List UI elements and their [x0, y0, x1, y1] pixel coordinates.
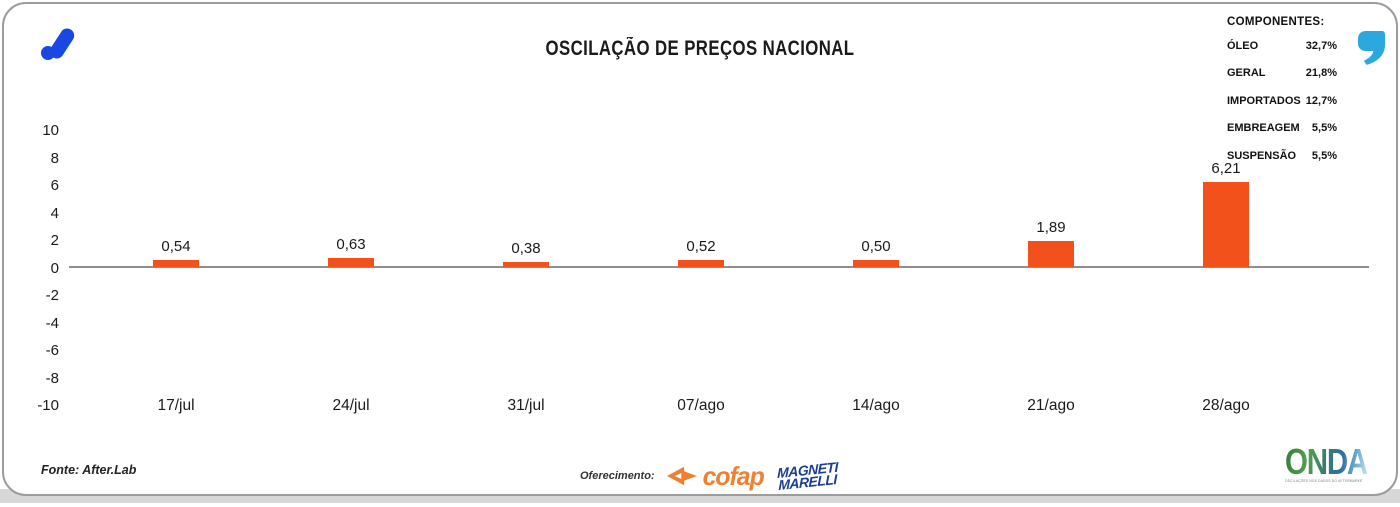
bar-value-label: 0,38	[511, 239, 541, 257]
x-axis-label: 28/ago	[1202, 397, 1250, 414]
bar-value-label: 0,54	[161, 237, 191, 255]
onda-wordmark: ONDA	[1285, 441, 1368, 482]
cofap-wordmark: cofap	[702, 460, 764, 491]
cofap-logo: cofap	[666, 460, 765, 492]
y-axis-tick: 6	[50, 177, 59, 194]
bar-value-label: 0,63	[336, 236, 366, 254]
sponsors-row: Oferecimento: cofap MAGNETI MARELLI	[580, 455, 838, 497]
quote-mark-icon	[1358, 31, 1385, 65]
y-axis-tick: 10	[42, 122, 59, 139]
y-axis-tick: -4	[45, 314, 59, 332]
bar	[853, 260, 899, 267]
legend-row: EMBREAGEM 5,5%	[1227, 122, 1337, 134]
legend-heading: COMPONENTES:	[1227, 16, 1325, 28]
after-lab-logo	[39, 24, 81, 68]
x-axis-zero-line	[69, 266, 1369, 268]
bar	[153, 259, 199, 267]
bar	[1028, 241, 1074, 267]
chart-title: OSCILAÇÃO DE PREÇOS NACIONAL	[545, 37, 855, 60]
sponsor-label: Oferecimento:	[580, 470, 655, 482]
y-axis-tick: -2	[45, 287, 59, 304]
legend-label: ÓLEO	[1227, 40, 1259, 52]
onda-logo: ONDA OSCILAÇÕES NOS DADOS DO AFTERMARKET…	[1285, 441, 1375, 484]
legend-label: GERAL	[1227, 67, 1266, 80]
legend-value: 21,8%	[1305, 67, 1337, 80]
y-axis-tick: -6	[45, 342, 59, 359]
y-axis-tick: -10	[37, 397, 59, 414]
components-legend: COMPONENTES: ÓLEO 32,7% GERAL 21,8% IMPORTAD…	[1227, 16, 1337, 171]
x-axis-label: 24/jul	[332, 397, 370, 414]
y-axis-tick: 8	[50, 149, 59, 167]
legend-label: IMPORTADOS	[1227, 94, 1301, 107]
bar-value-label: 1,89	[1036, 219, 1066, 236]
bar-chart: 10 8 6 4 2 0 -2 -4 -6 -8 -10 0,54 17/jul 0,63 24/jul 0,…	[4, 4, 1400, 507]
legend-value: 12,7%	[1305, 94, 1337, 107]
y-axis-tick: -8	[45, 369, 59, 387]
y-axis-tick: 0	[50, 259, 59, 277]
bar	[1203, 181, 1249, 267]
legend-label: EMBREAGEM	[1227, 122, 1300, 135]
bar	[503, 261, 549, 267]
chart-card: OSCILAÇÃO DE PREÇOS NACIONAL COMPONENTES…	[2, 2, 1398, 496]
legend-row: SUSPENSÃO 5,5%	[1227, 150, 1337, 162]
legend-row: IMPORTADOS 12,7%	[1227, 95, 1337, 107]
x-axis-label: 17/jul	[157, 397, 195, 414]
x-axis-label: 14/ago	[852, 397, 900, 414]
bar	[328, 258, 374, 267]
bar-value-label: 0,50	[861, 238, 891, 256]
cofap-chevron-icon	[666, 466, 697, 486]
legend-row: ÓLEO 32,7%	[1227, 40, 1337, 52]
bar-value-label: 0,52	[686, 237, 716, 255]
bar-value-label: 6,21	[1211, 159, 1241, 177]
bar	[678, 259, 724, 267]
y-axis-tick: 4	[50, 204, 59, 222]
x-axis-label: 21/ago	[1027, 397, 1075, 414]
legend-label: SUSPENSÃO	[1227, 149, 1297, 162]
onda-tagline: OSCILAÇÕES NOS DADOS DO AFTERMARKET DE P…	[1285, 479, 1363, 483]
legend-value: 5,5%	[1311, 122, 1337, 135]
magneti-marelli-logo: MAGNETI MARELLI	[777, 459, 838, 493]
x-axis-label: 31/jul	[507, 397, 545, 414]
x-axis-label: 07/ago	[677, 397, 725, 414]
legend-row: GERAL 21,8%	[1227, 67, 1337, 79]
y-axis-tick: 2	[50, 232, 59, 249]
legend-value: 32,7%	[1305, 40, 1337, 52]
source-note: Fonte: After.Lab	[41, 463, 137, 477]
legend-value: 5,5%	[1311, 149, 1337, 162]
